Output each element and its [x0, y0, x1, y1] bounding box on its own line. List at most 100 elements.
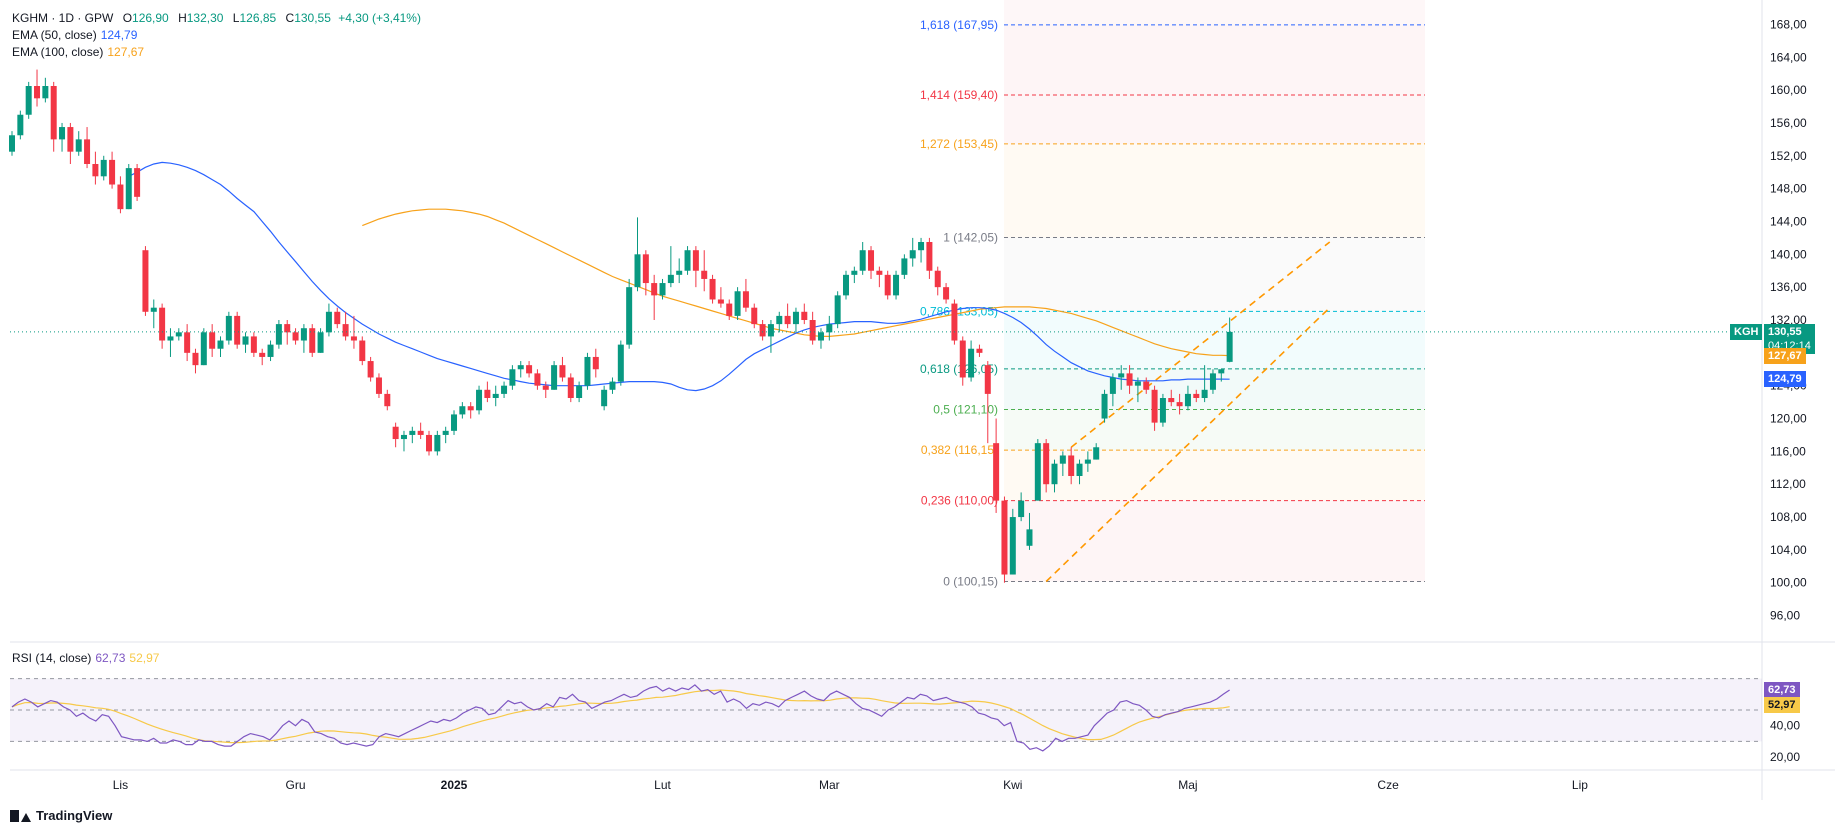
candle-body — [1218, 369, 1225, 374]
fib-zone — [1004, 0, 1425, 582]
candle-body — [1026, 529, 1033, 546]
candle-body — [692, 250, 699, 271]
candle-body — [1193, 393, 1200, 398]
ema50-legend[interactable]: EMA (50, close) 124,79 — [12, 27, 137, 43]
candle-body — [801, 311, 808, 320]
candle-body — [617, 344, 624, 382]
candle-body — [826, 324, 833, 333]
price-axis-tick: 144,00 — [1770, 214, 1807, 228]
candle-body — [1034, 443, 1041, 501]
fib-zone-band — [1004, 143, 1425, 238]
candle-body — [1084, 459, 1091, 464]
candle-body — [784, 315, 791, 325]
candle-body — [676, 270, 683, 275]
price-axis-tick: 168,00 — [1770, 17, 1807, 31]
candle-body — [968, 348, 975, 378]
rsi-pane: 40,00 20,00 — [10, 678, 1800, 764]
candle-body — [1009, 517, 1016, 575]
fib-zone-band — [1004, 237, 1425, 312]
price-axis-tick: 156,00 — [1770, 116, 1807, 130]
rsi-legend[interactable]: RSI (14, close) 62,73 52,97 — [12, 651, 159, 665]
candle-body — [167, 336, 174, 341]
symbol-legend[interactable]: KGHM · 1D · GPW O126,90 H132,30 L126,85 … — [12, 10, 421, 26]
candle-body — [576, 385, 583, 398]
price-axis-tick: 96,00 — [1770, 609, 1800, 623]
fib-zone-band — [1004, 450, 1425, 501]
candle-body — [742, 291, 749, 308]
brand-name: TradingView — [36, 808, 113, 823]
candle-body — [234, 315, 241, 345]
candle-body — [1076, 463, 1083, 476]
candle-body — [142, 250, 149, 312]
candle-body — [50, 86, 57, 140]
candle-body — [984, 365, 991, 394]
fib-level-label: 0,5 (121,10) — [933, 402, 998, 416]
fib-level-label: 1 (142,05) — [943, 230, 998, 244]
price-axis-tick: 152,00 — [1770, 149, 1807, 163]
candle-body — [34, 86, 41, 99]
candle-body — [134, 168, 141, 197]
time-axis: Lis Gru 2025 Lut Mar Kwi Maj Cze Lip — [113, 778, 1589, 792]
candle-body — [367, 361, 374, 378]
candle-body — [192, 352, 199, 366]
price-axis-tick: 120,00 — [1770, 412, 1807, 426]
rsi-legend-value: 62,73 — [95, 651, 126, 665]
candle-body — [567, 377, 574, 398]
candle-body — [150, 307, 157, 312]
candle-body — [1101, 393, 1108, 419]
candle-body — [250, 336, 257, 353]
candle-body — [267, 344, 274, 357]
ema50-label: EMA (50, close) — [12, 28, 97, 42]
price-axis-tick: 148,00 — [1770, 182, 1807, 196]
candle-body — [1118, 373, 1125, 378]
candle-body — [476, 389, 483, 411]
tradingview-logo-icon — [10, 809, 32, 822]
candle-body — [817, 332, 824, 341]
candle-body — [75, 139, 82, 152]
candle-body — [934, 270, 941, 288]
candle-body — [726, 303, 733, 316]
candle-body — [309, 328, 316, 353]
rsi-band — [10, 678, 1762, 742]
candle-body — [451, 414, 458, 431]
candle-body — [876, 270, 883, 275]
symbol-price-tag: KGH — [1730, 323, 1763, 340]
ohlc-change: +4,30 (+3,41%) — [338, 11, 421, 25]
candle-body — [350, 336, 357, 341]
time-axis-label: 2025 — [441, 778, 468, 792]
candles — [9, 69, 1233, 583]
ema100-legend[interactable]: EMA (100, close) 127,67 — [12, 44, 144, 60]
candle-body — [484, 389, 491, 398]
candle-body — [1068, 455, 1075, 476]
candle-body — [717, 299, 724, 304]
candle-body — [117, 184, 124, 210]
candle-body — [734, 291, 741, 316]
candle-body — [776, 315, 783, 325]
candle-body — [993, 443, 1000, 501]
candle-body — [426, 434, 432, 452]
time-axis-label: Lis — [113, 778, 128, 792]
candle-body — [584, 356, 591, 386]
candle-body — [317, 332, 324, 353]
candle-body — [100, 159, 107, 177]
candle-body — [1043, 443, 1050, 485]
tradingview-brand[interactable]: TradingView — [10, 808, 112, 823]
candle-body — [1109, 377, 1116, 394]
ema100-label: EMA (100, close) — [12, 45, 104, 59]
candle-body — [884, 274, 891, 296]
price-pane[interactable] — [10, 8, 1762, 640]
candle-body — [1226, 331, 1233, 362]
candle-body — [325, 311, 332, 333]
candle-body — [400, 434, 407, 440]
time-axis-label: Cze — [1377, 778, 1399, 792]
ohlc-close-value: 130,55 — [294, 11, 331, 25]
candle-body — [84, 139, 91, 164]
ema50-line — [128, 161, 1230, 392]
candle-body — [542, 385, 549, 390]
candle-body — [1126, 373, 1133, 386]
candle-body — [275, 324, 282, 345]
candle-body — [526, 365, 533, 374]
time-axis-label: Gru — [286, 778, 306, 792]
candle-body — [767, 324, 774, 337]
candle-body — [300, 328, 307, 341]
